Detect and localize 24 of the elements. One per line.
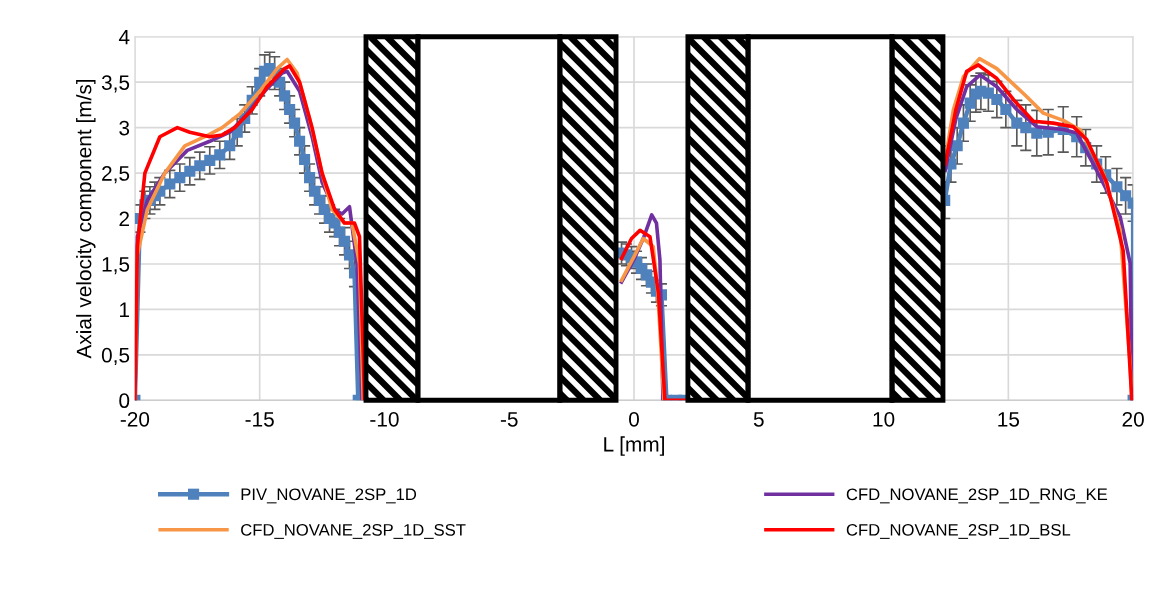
y-tick-label: 0,5 xyxy=(101,347,130,366)
y-tick-label: 1,5 xyxy=(102,257,130,275)
legend-label: PIV_NOVANE_2SP_1D xyxy=(241,488,417,504)
x-tick-label: -15 xyxy=(245,412,274,427)
y-tick-label: 2 xyxy=(119,211,129,227)
x-tick-label: 10 xyxy=(873,411,895,427)
x-tick-label: 15 xyxy=(998,412,1020,427)
x-axis-title: L [mm] xyxy=(604,436,664,456)
y-tick-label: 2,5 xyxy=(102,166,130,184)
y-tick-label: 1 xyxy=(120,302,130,317)
y-tick-label: 4 xyxy=(118,29,130,45)
x-tick-label: 0 xyxy=(629,411,639,427)
y-tick-label: 3 xyxy=(119,120,130,136)
y-axis-title: Axial velocity component [m/s] xyxy=(76,79,96,359)
x-tick-label: -5 xyxy=(500,412,518,427)
x-tick-label: 20 xyxy=(1122,411,1144,427)
x-tick-label: -20 xyxy=(120,411,150,427)
legend-label: CFD_NOVANE_2SP_1D_SST xyxy=(241,523,466,539)
legend-label: CFD_NOVANE_2SP_1D_BSL xyxy=(846,523,1071,539)
legend-label: CFD_NOVANE_2SP_1D_RNG_KE xyxy=(846,488,1108,504)
y-tick-label: 0 xyxy=(119,393,130,409)
x-tick-label: 5 xyxy=(753,412,764,427)
y-tick-label: 3,5 xyxy=(101,75,130,93)
x-tick-label: -10 xyxy=(370,411,399,427)
